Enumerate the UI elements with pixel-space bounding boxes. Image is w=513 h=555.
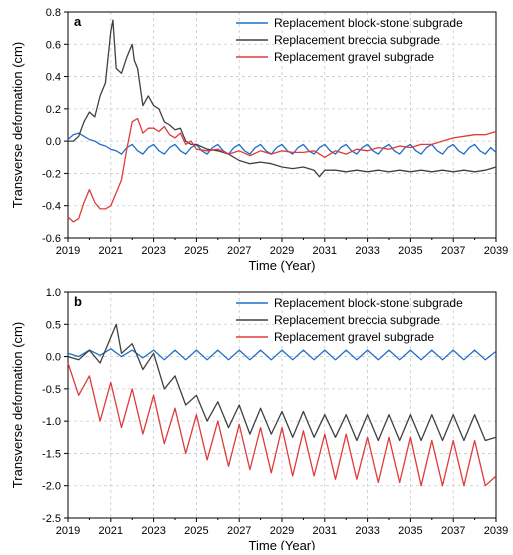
y-tick-label: -1.0 bbox=[42, 416, 61, 428]
panel-label: b bbox=[74, 294, 82, 309]
y-tick-label: -2.5 bbox=[42, 513, 61, 525]
x-tick-label: 2027 bbox=[227, 245, 251, 257]
series-line-0 bbox=[67, 132, 497, 155]
x-tick-label: 2031 bbox=[313, 525, 337, 537]
x-tick-label: 2025 bbox=[184, 245, 208, 257]
x-tick-label: 2035 bbox=[398, 245, 422, 257]
y-tick-label: 0.6 bbox=[46, 39, 61, 51]
panel-label: a bbox=[74, 14, 82, 29]
x-tick-label: 2031 bbox=[313, 245, 337, 257]
y-tick-label: 0.0 bbox=[46, 352, 61, 364]
y-tick-label: 0.2 bbox=[46, 104, 61, 116]
y-tick-label: -0.6 bbox=[42, 233, 61, 245]
x-tick-label: 2023 bbox=[141, 245, 165, 257]
x-axis-title: Time (Year) bbox=[249, 258, 316, 273]
x-tick-label: 2037 bbox=[441, 245, 465, 257]
y-tick-label: -0.2 bbox=[42, 168, 61, 180]
x-tick-label: 2025 bbox=[184, 525, 208, 537]
y-tick-label: 0.5 bbox=[46, 319, 61, 331]
legend-label-2: Replacement gravel subgrade bbox=[274, 330, 434, 344]
legend-label-1: Replacement breccia subgrade bbox=[274, 33, 440, 47]
legend-label-1: Replacement breccia subgrade bbox=[274, 313, 440, 327]
x-tick-label: 2039 bbox=[484, 245, 508, 257]
x-tick-label: 2029 bbox=[270, 245, 294, 257]
x-tick-label: 2037 bbox=[441, 525, 465, 537]
x-tick-label: 2039 bbox=[484, 525, 508, 537]
x-tick-label: 2023 bbox=[141, 525, 165, 537]
x-tick-label: 2029 bbox=[270, 525, 294, 537]
y-tick-label: -0.4 bbox=[42, 201, 61, 213]
legend-label-0: Replacement block-stone subgrade bbox=[274, 296, 463, 310]
x-tick-label: 2021 bbox=[99, 525, 123, 537]
x-tick-label: 2033 bbox=[355, 245, 379, 257]
y-tick-label: -0.5 bbox=[42, 384, 61, 396]
y-tick-label: -1.5 bbox=[42, 448, 61, 460]
x-tick-label: 2019 bbox=[56, 525, 80, 537]
x-tick-label: 2035 bbox=[398, 525, 422, 537]
x-tick-label: 2019 bbox=[56, 245, 80, 257]
y-tick-label: -2.0 bbox=[42, 481, 61, 493]
series-line-1 bbox=[67, 323, 497, 442]
series-line-2 bbox=[67, 117, 497, 223]
x-tick-label: 2021 bbox=[99, 245, 123, 257]
legend-label-0: Replacement block-stone subgrade bbox=[274, 16, 463, 30]
panel-b: 2019 2021 2023 2025 2027 2029 2031 2033 2035 2037… bbox=[10, 287, 508, 553]
series-line-0 bbox=[67, 348, 497, 361]
y-tick-label: 0.4 bbox=[46, 72, 61, 84]
y-axis-title: Transverse deformation (cm) bbox=[10, 42, 25, 208]
x-tick-label: 2033 bbox=[355, 525, 379, 537]
y-axis-title: Transverse deformation (cm) bbox=[10, 322, 25, 488]
y-tick-label: 0.8 bbox=[46, 7, 61, 19]
y-tick-label: 0.0 bbox=[46, 136, 61, 148]
panel-a: 2019 2021 2023 2025 2027 2029 2031 2033 2035 2037… bbox=[10, 7, 508, 273]
y-tick-label: 1.0 bbox=[46, 287, 61, 299]
legend-label-2: Replacement gravel subgrade bbox=[274, 50, 434, 64]
x-tick-label: 2027 bbox=[227, 525, 251, 537]
x-axis-title: Time (Year) bbox=[249, 538, 316, 550]
series-line-2 bbox=[67, 362, 497, 487]
